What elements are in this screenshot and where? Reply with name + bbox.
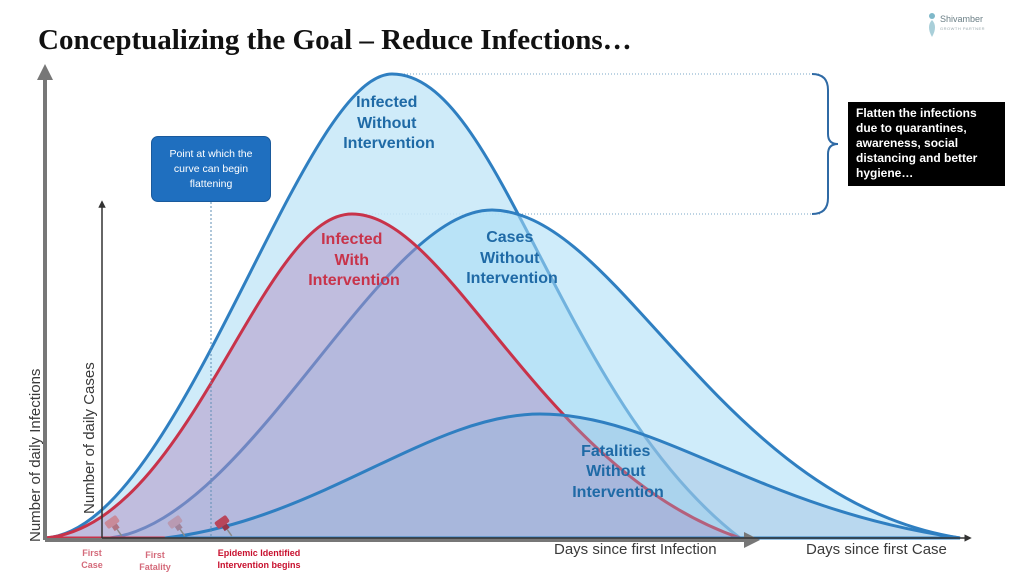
callout-line: flattening xyxy=(189,178,233,190)
fatalities-without-curve xyxy=(164,412,961,540)
first-fatality-label: First Fatality xyxy=(139,550,171,572)
flatten-note-box: Flatten the infections due to quarantine… xyxy=(848,102,1005,186)
epidemic-label: Epidemic Identified Intervention begins xyxy=(217,548,301,570)
y-axis-cases-label: Number of daily Cases xyxy=(81,362,98,514)
note-line: hygiene… xyxy=(856,166,914,180)
callout-line: curve can begin xyxy=(173,163,249,175)
page-title: Conceptualizing the Goal – Reduce Infect… xyxy=(38,24,632,56)
flattening-callout: Point at which the curve can begin flatt… xyxy=(151,136,271,202)
note-line: awareness, social xyxy=(856,136,959,150)
callout-line: Point at which the xyxy=(169,148,253,160)
x-axis-case-label: Days since first Case xyxy=(806,541,947,558)
logo-tagline: GROWTH PARTNER xyxy=(940,26,986,31)
first-case-label: First Case xyxy=(81,548,103,570)
cases-without-label: Cases Without Intervention xyxy=(466,229,558,287)
note-line: due to quarantines, xyxy=(856,121,967,135)
epidemic-pin-icon xyxy=(214,515,233,537)
x-axis-infection-label: Days since first Infection xyxy=(554,541,717,558)
logo-name: Shivamber xyxy=(940,14,984,24)
first-fatality-pin-icon xyxy=(167,515,186,537)
note-line: distancing and better xyxy=(856,151,978,165)
note-line: Flatten the infections xyxy=(856,106,977,120)
infected-with-label: Infected With Intervention xyxy=(308,231,400,289)
infected-without-label: Infected Without Intervention xyxy=(343,94,435,152)
logo: Shivamber GROWTH PARTNER xyxy=(926,12,996,38)
first-case-pin-icon xyxy=(104,515,123,537)
fatalities-without-label: Fatalities Without Intervention xyxy=(572,443,664,501)
logo-figure-icon xyxy=(929,13,935,37)
y-axis-infections-label: Number of daily Infections xyxy=(27,368,44,542)
flatten-bracket xyxy=(811,73,839,215)
infected-with-curve xyxy=(44,212,741,540)
